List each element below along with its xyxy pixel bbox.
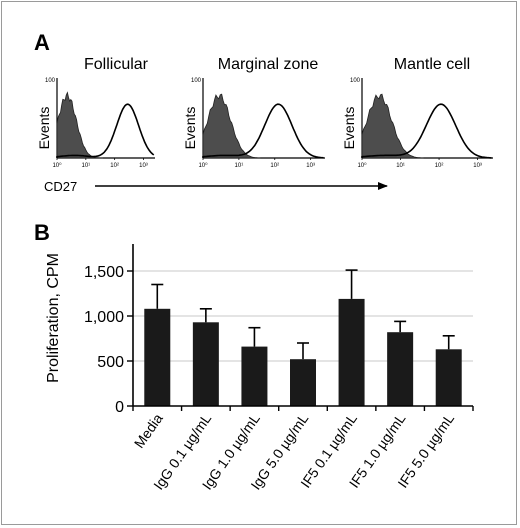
histogram-ylabel-follicular: Events xyxy=(36,107,52,150)
histogram-open-curve xyxy=(202,103,324,159)
histogram-x-tick-label: 10³ xyxy=(473,163,482,169)
histogram-x-tick-label: 10⁰ xyxy=(357,162,367,169)
histogram-x-tick-label: 10¹ xyxy=(235,163,244,169)
histogram-y-tick-label: 100 xyxy=(350,78,361,84)
y-tick-label: 1,000 xyxy=(84,309,124,326)
bar-chart-ylabel: Proliferation, CPM xyxy=(45,253,62,383)
histogram-filled-curve xyxy=(202,93,261,159)
panel-b: B Proliferation, CPM 0 500 1,000 1,500 Medi… xyxy=(34,220,474,493)
histogram-ylabel-mantle-cell: Events xyxy=(341,107,357,150)
bar xyxy=(192,322,219,406)
histogram-y-tick-label: 100 xyxy=(191,78,202,84)
y-tick-label: 500 xyxy=(97,354,124,371)
histogram-x-tick-label: 10¹ xyxy=(396,163,405,169)
panel-b-label: B xyxy=(34,220,50,245)
bar xyxy=(241,346,268,406)
histogram-x-tick-label: 10² xyxy=(435,163,444,169)
bar-chart-bars xyxy=(144,269,462,406)
bar xyxy=(387,332,414,406)
histogram-x-tick-label: 10¹ xyxy=(81,163,90,169)
histogram-x-tick-label: 10³ xyxy=(139,163,148,169)
histogram-x-tick-label: 10⁰ xyxy=(52,162,62,169)
cd27-axis-label: CD27 xyxy=(44,179,77,194)
histogram-title-marginal-zone: Marginal zone xyxy=(218,56,319,73)
bar xyxy=(290,359,316,406)
bar xyxy=(144,308,171,406)
y-tick-label: 1,500 xyxy=(84,264,124,281)
histogram-follicular: Follicular Events 100 10⁰ 10¹ 10² 10³ xyxy=(36,56,155,169)
histogram-x-tick-label: 10² xyxy=(110,163,119,169)
histogram-x-tick-label: 10² xyxy=(270,163,279,169)
histogram-open-curve xyxy=(361,103,492,159)
bar-chart-y-axis: 0 500 1,000 1,500 xyxy=(84,244,134,416)
histogram-x-tick-label: 10³ xyxy=(306,163,315,169)
histogram-y-tick-label: 100 xyxy=(45,78,56,84)
histogram-title-follicular: Follicular xyxy=(84,56,149,73)
histogram-open-curve xyxy=(56,103,155,158)
panel-a-label: A xyxy=(34,30,50,55)
histogram-title-mantle-cell: Mantle cell xyxy=(394,56,470,73)
histogram-filled-curve xyxy=(56,91,104,159)
panel-a: A Follicular Events 100 10⁰ 10¹ 10² 10³ Marg… xyxy=(34,30,493,194)
histogram-mantle-cell: Mantle cell Events 100 10⁰ 10¹ 10² 10³ xyxy=(341,56,493,169)
histogram-filled-curve xyxy=(361,93,424,159)
y-tick-label: 0 xyxy=(115,399,124,416)
histogram-ylabel-marginal-zone: Events xyxy=(182,107,198,150)
histogram-x-tick-label: 10⁰ xyxy=(198,162,208,169)
bar xyxy=(338,298,365,406)
bar xyxy=(435,349,462,406)
histogram-marginal-zone: Marginal zone Events 100 10⁰ 10¹ 10² 10³ xyxy=(182,56,325,169)
x-tick-label: Media xyxy=(131,410,166,451)
